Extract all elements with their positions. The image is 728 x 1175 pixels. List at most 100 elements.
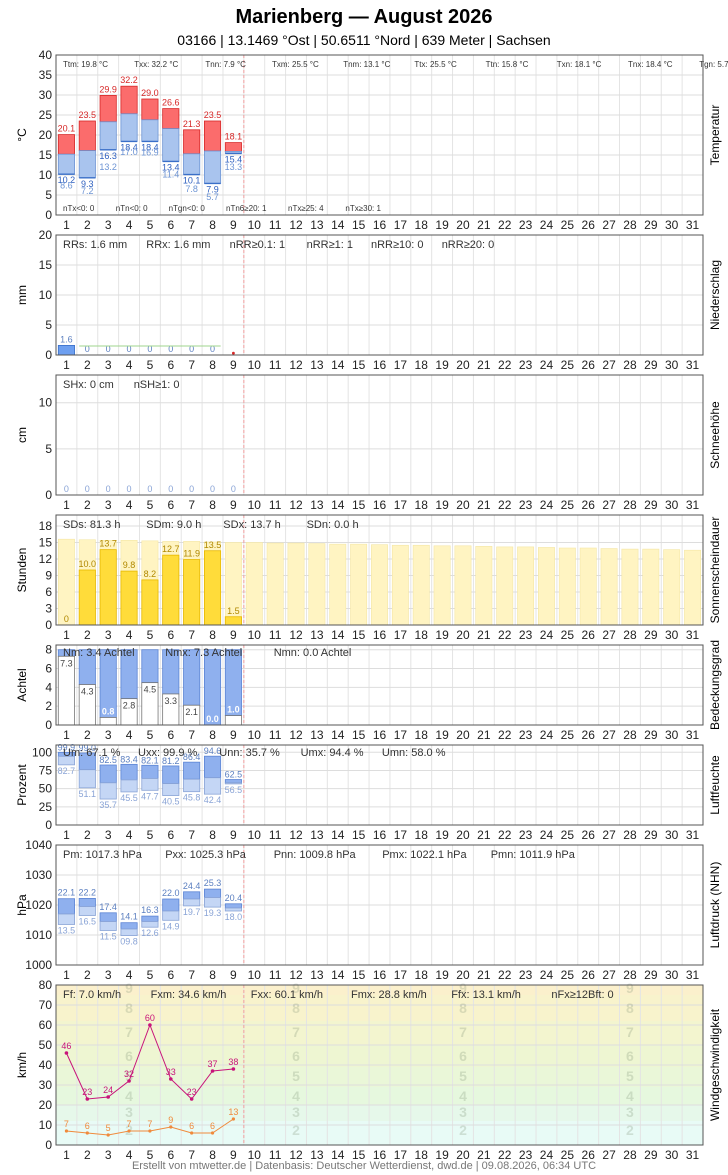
x-tick-label: 20 xyxy=(456,968,470,982)
x-tick-label: 1 xyxy=(63,628,70,642)
x-tick-label: 4 xyxy=(126,728,133,742)
x-tick-label: 5 xyxy=(147,628,154,642)
stat-text: Txn: 18.1 °C xyxy=(557,60,602,69)
sunshine-label: 11.9 xyxy=(183,549,200,559)
mean-wind-label: 5 xyxy=(106,1123,111,1133)
x-tick-label: 9 xyxy=(230,828,237,842)
x-tick-label: 31 xyxy=(686,498,700,512)
mean-wind-point xyxy=(169,1125,173,1129)
plot-border xyxy=(55,644,704,726)
beaufort-label: 2 xyxy=(125,1122,133,1138)
tground-label: 5.7 xyxy=(206,192,219,202)
cloud-free-bar xyxy=(183,649,201,706)
x-tick-label: 27 xyxy=(602,628,616,642)
beaufort-label: 8 xyxy=(459,1000,467,1016)
beaufort-label: 7 xyxy=(626,1024,634,1040)
y-tick-label: 15 xyxy=(39,148,53,162)
y-axis-label: Stunden xyxy=(15,548,29,593)
station-info: 03166 | 13.1469 °Ost | 50.6511 °Nord | 6… xyxy=(177,32,551,48)
x-tick-label: 18 xyxy=(415,628,429,642)
sunshine-bar xyxy=(224,616,242,626)
x-tick-label: 2 xyxy=(84,358,91,372)
x-tick-label: 2 xyxy=(84,628,91,642)
x-tick-label: 26 xyxy=(582,968,596,982)
y-tick-label: 6 xyxy=(45,585,52,599)
x-tick-label: 6 xyxy=(167,358,174,372)
x-tick-label: 21 xyxy=(477,498,491,512)
x-tick-label: 10 xyxy=(248,968,262,982)
y-tick-label: 0 xyxy=(45,208,52,222)
stat-text: nRR≥20: 0 xyxy=(442,239,495,251)
possible-sun-bar xyxy=(224,542,242,626)
beaufort-label: 9 xyxy=(626,980,634,996)
x-tick-label: 30 xyxy=(665,968,679,982)
cloud-free-bar xyxy=(224,649,242,716)
stat-text: SDn: 0.0 h xyxy=(307,519,359,531)
y-tick-label: 0 xyxy=(45,618,52,632)
y-tick-label: 30 xyxy=(39,1078,53,1092)
x-tick-label: 23 xyxy=(519,628,533,642)
x-tick-label: 11 xyxy=(269,628,282,642)
umin-bar xyxy=(57,755,75,766)
pmin-label: 14.9 xyxy=(162,921,180,931)
x-tick-label: 7 xyxy=(188,358,195,372)
gust-label: 60 xyxy=(145,1013,155,1023)
pmin-bar xyxy=(99,921,117,931)
beaufort-label: 8 xyxy=(626,1000,634,1016)
x-tick-label: 20 xyxy=(456,218,470,232)
x-tick-label: 24 xyxy=(540,968,554,982)
umax-label: 82.1 xyxy=(141,755,159,765)
mean-wind-label: 7 xyxy=(127,1119,132,1129)
x-tick-label: 6 xyxy=(167,728,174,742)
stat-text: SHx: 0 cm xyxy=(63,379,114,391)
possible-sun-bar xyxy=(621,548,639,626)
x-tick-label: 29 xyxy=(644,498,658,512)
umin-label: 45.5 xyxy=(120,793,138,803)
pmin-label: 19.3 xyxy=(204,908,222,918)
possible-sun-bar xyxy=(183,541,201,626)
stat-text: Pxx: 1025.3 hPa xyxy=(165,849,247,861)
pmax-label: 20.4 xyxy=(225,893,243,903)
gust-point xyxy=(210,1069,215,1073)
y-tick-label: 12 xyxy=(39,552,53,566)
x-tick-label: 22 xyxy=(498,358,512,372)
x-tick-label: 4 xyxy=(126,968,133,982)
y-tick-label: 25 xyxy=(39,108,53,122)
tground-label: 16.9 xyxy=(141,147,159,157)
pmax-bar xyxy=(141,915,159,922)
y-tick-label: 6 xyxy=(45,662,52,676)
y-tick-label: 25 xyxy=(39,800,53,814)
x-tick-label: 18 xyxy=(415,728,429,742)
sunshine-label: 8.2 xyxy=(144,569,157,579)
precip-label: 0 xyxy=(210,344,215,354)
possible-sun-bar xyxy=(245,542,263,626)
x-tick-label: 30 xyxy=(665,828,679,842)
pmax-label: 16.3 xyxy=(141,905,159,915)
side-label: Sonnenscheindauer xyxy=(708,517,722,624)
beaufort-label: 2 xyxy=(292,1122,300,1138)
precip-label: 0 xyxy=(189,344,194,354)
tmean-bar xyxy=(224,150,242,154)
x-tick-label: 16 xyxy=(373,218,387,232)
possible-sun-bar xyxy=(204,541,221,626)
gust-label: 46 xyxy=(61,1041,71,1051)
footer-credit: Erstellt von mtwetter.de | Datenbasis: D… xyxy=(131,1160,597,1172)
x-tick-label: 19 xyxy=(435,218,449,232)
x-tick-label: 12 xyxy=(289,218,303,232)
stat-text: Txm: 25.5 °C xyxy=(272,60,319,69)
x-tick-label: 22 xyxy=(498,828,512,842)
x-tick-label: 10 xyxy=(248,498,262,512)
umax-bar xyxy=(120,763,138,781)
x-tick-label: 15 xyxy=(352,218,366,232)
x-tick-label: 13 xyxy=(310,358,324,372)
x-tick-label: 21 xyxy=(477,358,491,372)
x-tick-label: 31 xyxy=(686,628,700,642)
x-tick-label: 27 xyxy=(602,728,616,742)
cloud-label: 0.0 xyxy=(206,714,219,724)
x-tick-label: 11 xyxy=(269,728,282,742)
